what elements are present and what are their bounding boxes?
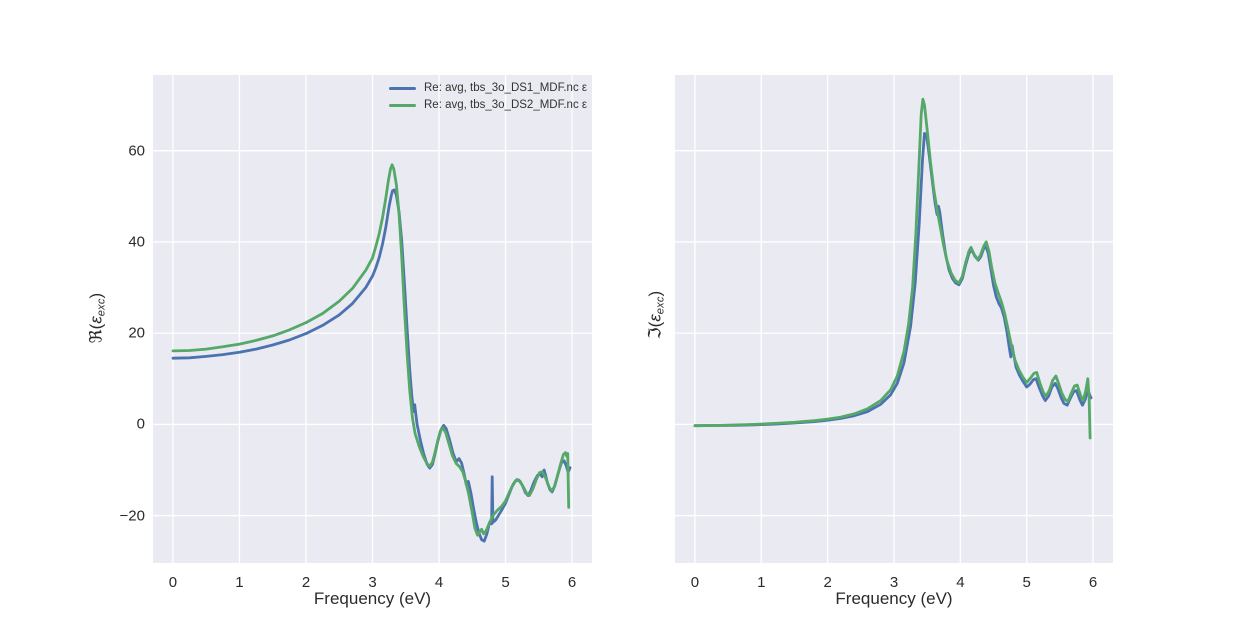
y-tick-label: 20 xyxy=(128,324,145,342)
x-tick-label: 6 xyxy=(1088,574,1098,591)
x-axis-label-real: Frequency (eV) xyxy=(313,589,432,608)
x-tick-label: 6 xyxy=(567,574,577,591)
exc-subscript: exc xyxy=(95,298,108,317)
x-tick-label: 4 xyxy=(956,574,965,591)
legend: Re: avg, tbs_3o_DS1_MDF.nc ε Re: avg, tb… xyxy=(389,81,587,112)
legend-line-swatch-ds2 xyxy=(389,103,416,107)
y-tick-label: −20 xyxy=(119,507,145,525)
legend-label-ds1: Re: avg, tbs_3o_DS1_MDF.nc ε xyxy=(424,82,588,94)
legend-entry-ds2: Re: avg, tbs_3o_DS2_MDF.nc ε xyxy=(389,98,587,112)
epsilon-symbol: ε xyxy=(86,316,106,324)
x-tick-label: 0 xyxy=(168,574,178,591)
exc-subscript: exc xyxy=(654,296,667,315)
series-line-tbs_3o_DS2_MDF xyxy=(693,97,1092,440)
y-axis-label-real: ℜ(εexc) xyxy=(86,292,108,344)
plot-panel-imag: 0 1 2 3 4 5 6 xyxy=(675,75,1113,590)
fraktur-i-symbol: ℑ xyxy=(645,327,665,340)
x-tick-label: 1 xyxy=(757,574,766,591)
epsilon-symbol: ε xyxy=(645,314,665,322)
x-tick-label: 3 xyxy=(368,574,377,591)
plot-panel-real: 0 1 2 3 4 5 6 −20 0 20 40 60 xyxy=(120,75,592,590)
fraktur-r-symbol: ℜ xyxy=(86,329,106,344)
plot-area xyxy=(675,75,1113,563)
y-tick-label: 0 xyxy=(136,415,145,433)
plot-area xyxy=(153,75,592,563)
x-tick-label: 0 xyxy=(690,574,700,591)
legend-line-swatch-ds1 xyxy=(389,86,416,90)
y-tick-label: 60 xyxy=(128,142,145,160)
x-tick-label: 2 xyxy=(301,574,311,591)
legend-label-ds2: Re: avg, tbs_3o_DS2_MDF.nc ε xyxy=(424,99,588,111)
x-tick-label: 5 xyxy=(1022,574,1031,591)
y-axis-label-imag: ℑ(εexc) xyxy=(645,290,667,340)
x-tick-label: 5 xyxy=(501,574,510,591)
x-tick-label: 3 xyxy=(889,574,899,591)
x-axis-label-imag: Frequency (eV) xyxy=(835,589,953,608)
legend-entry-ds1: Re: avg, tbs_3o_DS1_MDF.nc ε xyxy=(389,81,587,95)
x-tick-label: 4 xyxy=(434,574,444,591)
x-tick-label: 2 xyxy=(823,574,832,591)
x-tick-label: 1 xyxy=(235,574,244,591)
y-tick-label: 40 xyxy=(128,233,145,251)
series-line-tbs_3o_DS2_MDF xyxy=(171,163,571,537)
